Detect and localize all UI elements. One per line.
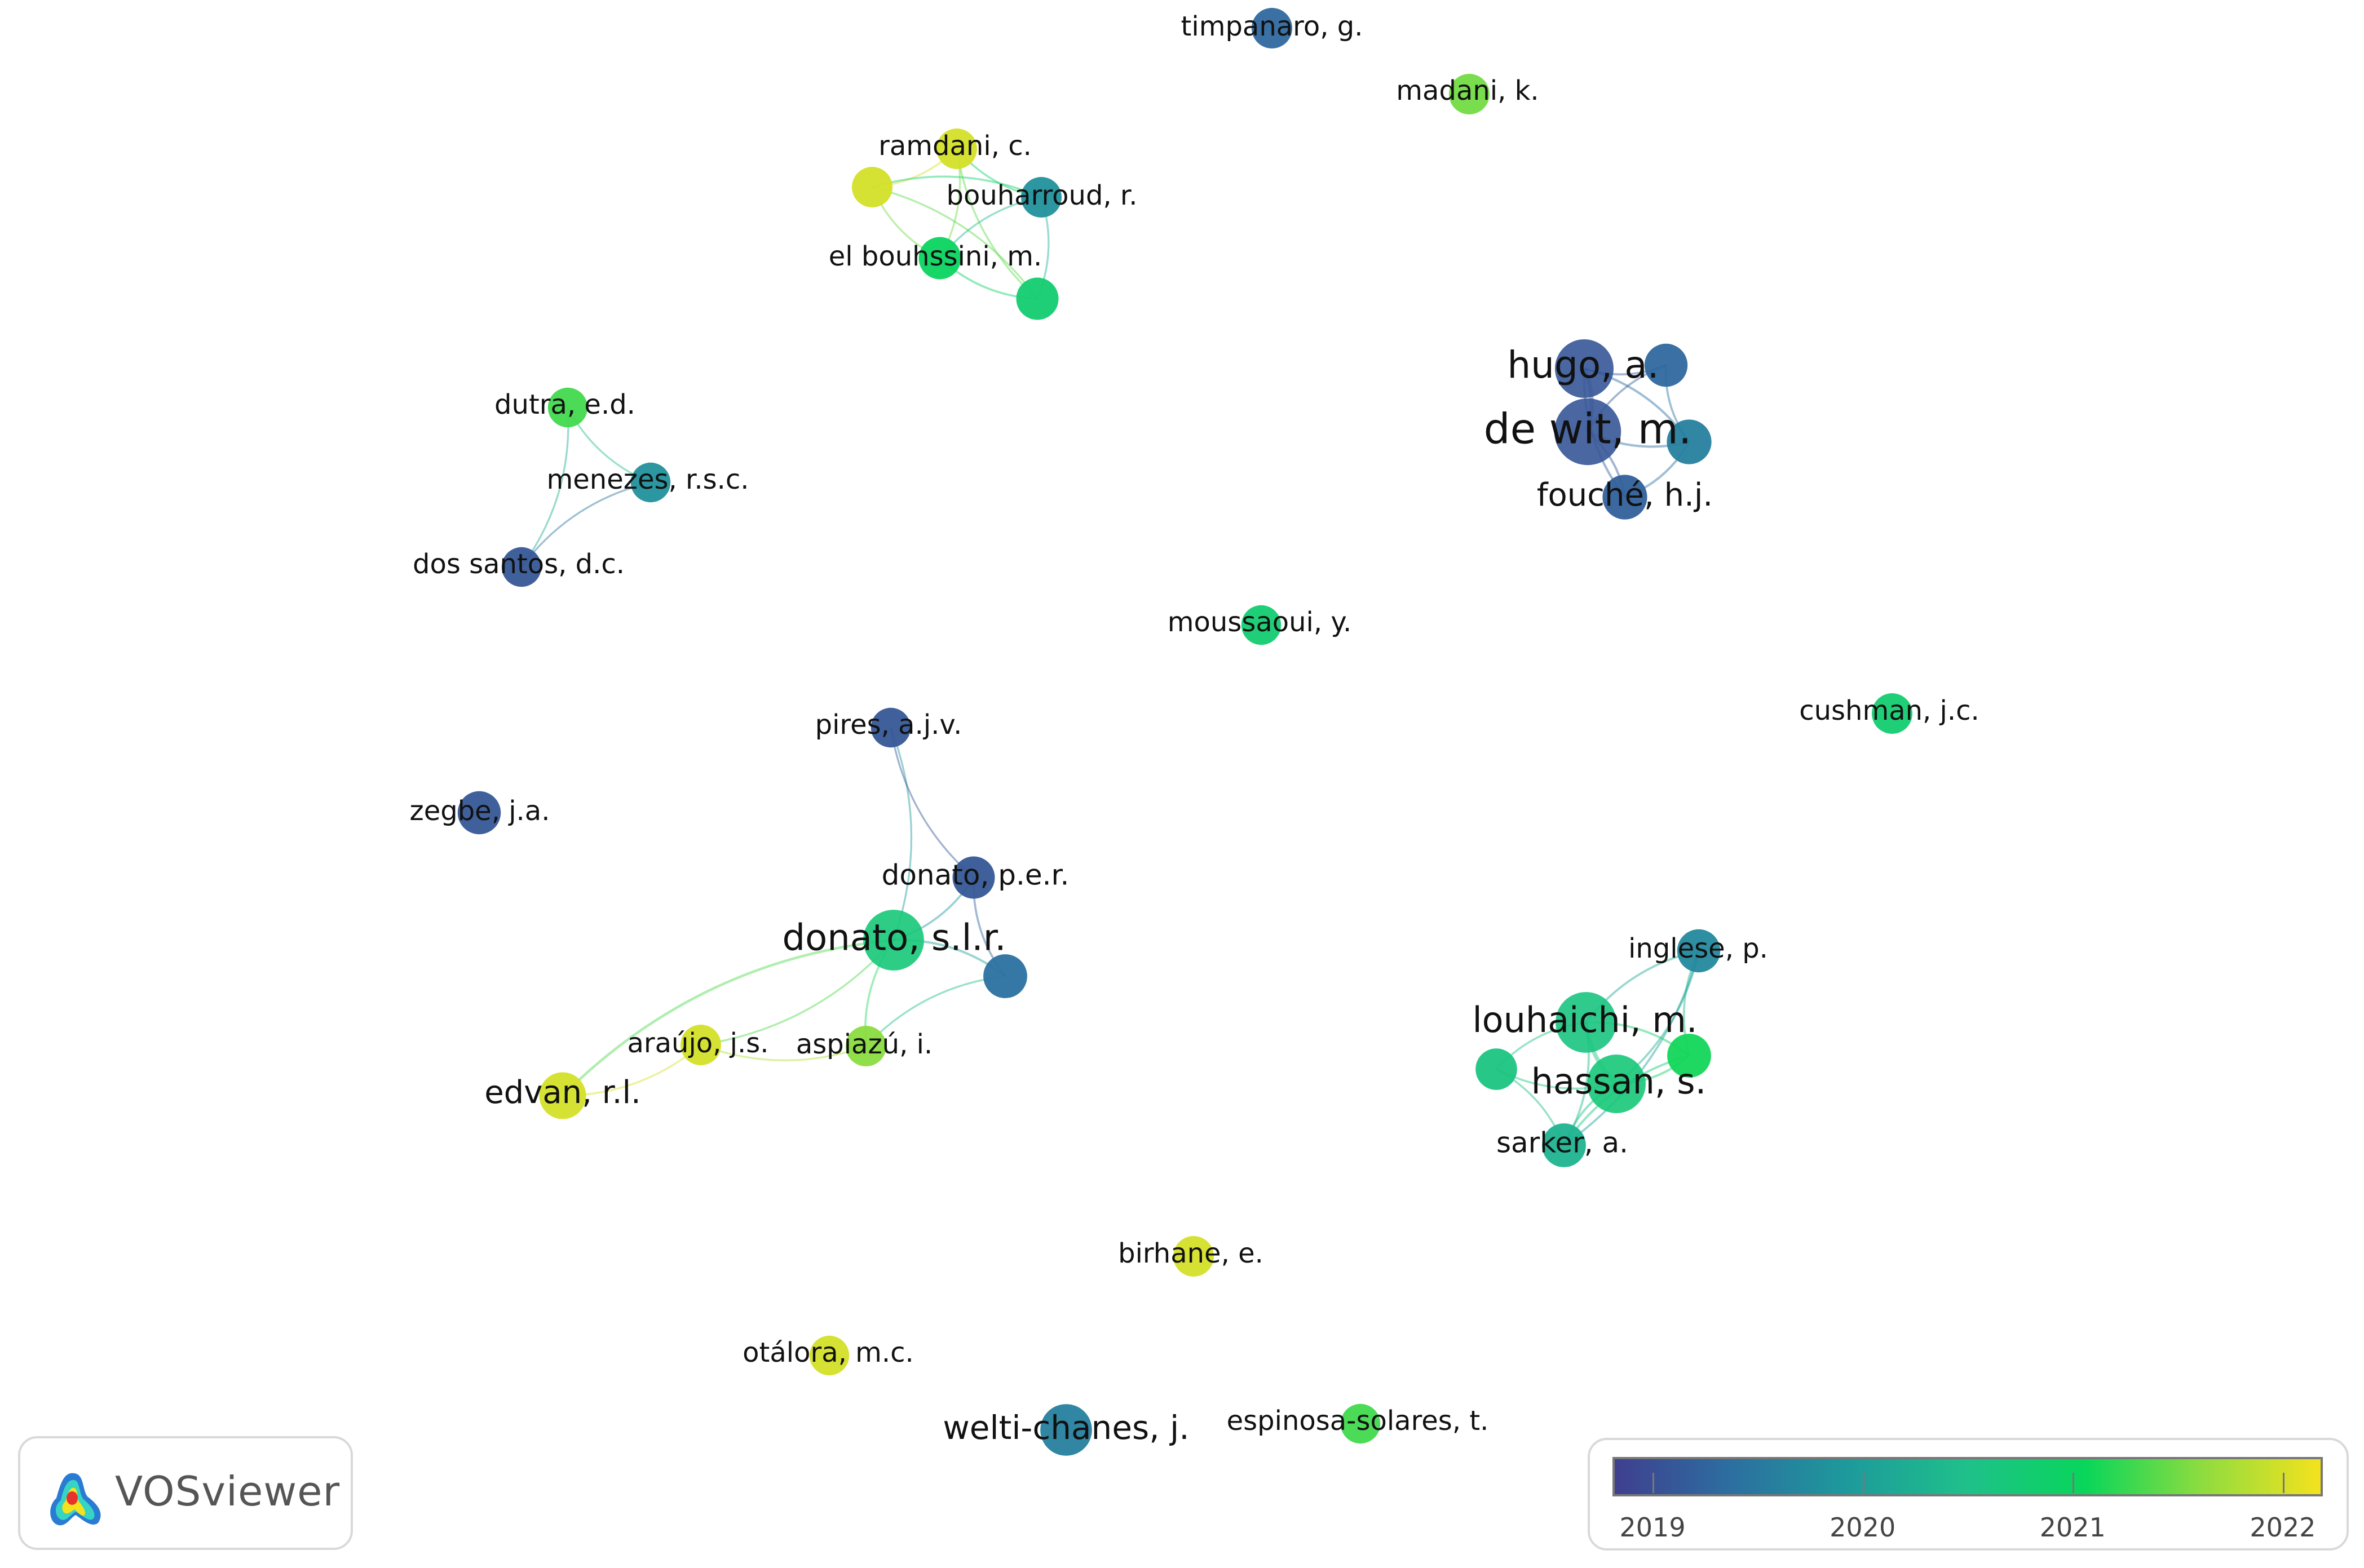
link-pires-donato-slr	[890, 727, 913, 941]
link-ramdani-teal-unlabeled	[956, 148, 1039, 300]
node-edvan[interactable]	[539, 1072, 586, 1119]
legend-tick-2019	[1652, 1473, 1655, 1493]
node-donato-per[interactable]	[952, 856, 995, 899]
label-cushman: cushman, j.c.	[1799, 695, 1979, 727]
node-green-unlabeled[interactable]	[1667, 1034, 1711, 1078]
node-ramdani[interactable]	[936, 129, 977, 169]
link-menezes-dos-santos	[520, 481, 651, 568]
vosviewer-logo-icon	[50, 1473, 101, 1526]
node-blue-unlabeled[interactable]	[1667, 419, 1712, 464]
label-edvan: edvan, r.l.	[484, 1074, 641, 1111]
node-zegbe[interactable]	[457, 791, 501, 835]
node-otalora[interactable]	[809, 1335, 850, 1376]
color-legend: 2019 2020 2021 2022	[1588, 1438, 2349, 1551]
label-hugo: hugo, a.	[1507, 343, 1659, 387]
label-de-wit: de wit, m.	[1484, 405, 1692, 454]
node-de-wit[interactable]	[1554, 398, 1621, 466]
link-layer	[520, 148, 1700, 1146]
legend-tick-2022	[2282, 1473, 2285, 1493]
label-pires: pires, a.j.v.	[815, 709, 962, 741]
link-inglese-sarker	[1563, 950, 1700, 1146]
brand-name: VOSviewer	[115, 1468, 341, 1515]
legend-label-2020: 2020	[1830, 1512, 1896, 1543]
link-pires-donato-per	[890, 727, 975, 879]
label-louhaichi: louhaichi, m.	[1472, 999, 1697, 1040]
color-scale-bar	[1612, 1457, 2323, 1496]
node-hugo[interactable]	[1555, 339, 1614, 398]
legend-tick-2021	[2073, 1473, 2075, 1493]
label-layer: timpanaro, g. madani, k. ramdani, c. bouhar…	[410, 11, 1979, 1447]
node-moussaoui[interactable]	[1241, 605, 1282, 645]
node-slate-unlabeled[interactable]	[983, 954, 1027, 998]
legend-tick-2020	[1862, 1473, 1864, 1493]
link-edvan-donato-slr	[562, 938, 894, 1097]
legend-label-2022: 2022	[2250, 1512, 2316, 1543]
node-dos-santos[interactable]	[501, 547, 542, 587]
label-otalora: otálora, m.c.	[743, 1337, 914, 1368]
label-dutra: dutra, e.d.	[494, 389, 635, 420]
node-fouche[interactable]	[1602, 475, 1647, 520]
link-araujo-aspiazu	[700, 1044, 867, 1062]
label-zegbe: zegbe, j.a.	[410, 795, 550, 827]
node-periwinkle-unlabeled[interactable]	[1644, 343, 1688, 387]
link-donato-slr-araujo	[700, 939, 895, 1046]
node-yellow-unlabeled[interactable]	[852, 167, 892, 207]
link-dutra-dos-santos	[520, 407, 569, 568]
vosviewer-badge: VOSviewer	[18, 1436, 353, 1550]
link-yellow-unlabeled-bouharroud	[872, 175, 1042, 198]
node-welti-chanes[interactable]	[1040, 1404, 1092, 1456]
label-moussaoui: moussaoui, y.	[1168, 606, 1351, 638]
node-hassan[interactable]	[1587, 1055, 1646, 1113]
label-bouharroud: bouharroud, r.	[946, 180, 1137, 211]
label-birhane: birhane, e.	[1118, 1238, 1263, 1269]
node-donato-slr[interactable]	[863, 910, 924, 971]
node-pires[interactable]	[871, 707, 911, 748]
node-araujo[interactable]	[681, 1025, 721, 1065]
node-louhaichi[interactable]	[1556, 992, 1616, 1053]
label-inglese: inglese, p.	[1628, 933, 1768, 964]
label-dos-santos: dos santos, d.c.	[413, 548, 625, 580]
node-birhane[interactable]	[1173, 1236, 1214, 1277]
label-menezes: menezes, r.s.c.	[547, 464, 749, 495]
node-el-bouhssini[interactable]	[918, 237, 961, 280]
label-el-bouhssini: el bouhssini, m.	[829, 241, 1042, 272]
node-sarker[interactable]	[1542, 1123, 1586, 1167]
label-madani: madani, k.	[1396, 75, 1539, 107]
label-araujo: araújo, j.s.	[627, 1027, 768, 1059]
label-ramdani: ramdani, c.	[878, 130, 1032, 162]
node-cushman[interactable]	[1872, 693, 1912, 734]
node-inglese[interactable]	[1677, 929, 1721, 973]
node-dutra[interactable]	[547, 387, 588, 428]
node-timpanaro[interactable]	[1252, 8, 1292, 48]
node-aqua-unlabeled[interactable]	[1475, 1048, 1517, 1090]
label-donato-per: donato, p.e.r.	[882, 859, 1070, 892]
node-espinosa-solares[interactable]	[1340, 1403, 1381, 1444]
node-madani[interactable]	[1449, 74, 1490, 114]
label-welti-chanes: welti-chanes, j.	[943, 1408, 1189, 1447]
label-sarker: sarker, a.	[1496, 1127, 1628, 1159]
label-espinosa-solares: espinosa-solares, t.	[1227, 1405, 1489, 1437]
node-menezes[interactable]	[630, 462, 671, 503]
label-hassan: hassan, s.	[1531, 1061, 1707, 1102]
link-yellow-unlabeled-teal-unlabeled	[872, 186, 1039, 300]
node-bouharroud[interactable]	[1021, 177, 1062, 218]
node-layer	[457, 8, 1912, 1456]
label-donato-slr: donato, s.l.r.	[782, 918, 1006, 959]
node-aspiazu[interactable]	[846, 1026, 886, 1066]
legend-label-2019: 2019	[1619, 1512, 1686, 1543]
label-timpanaro: timpanaro, g.	[1181, 11, 1363, 42]
label-aspiazu: aspiazú, i.	[796, 1029, 933, 1060]
legend-label-2021: 2021	[2039, 1512, 2106, 1543]
label-fouche: fouché, h.j.	[1537, 477, 1713, 513]
node-teal-unlabeled[interactable]	[1016, 277, 1059, 320]
